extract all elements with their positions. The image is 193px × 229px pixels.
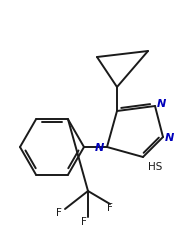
Text: F: F bbox=[56, 207, 62, 217]
Text: N: N bbox=[165, 132, 174, 142]
Text: F: F bbox=[107, 202, 113, 212]
Text: N: N bbox=[95, 142, 104, 152]
Text: HS: HS bbox=[148, 161, 162, 171]
Text: N: N bbox=[157, 98, 166, 109]
Text: F: F bbox=[81, 216, 87, 226]
